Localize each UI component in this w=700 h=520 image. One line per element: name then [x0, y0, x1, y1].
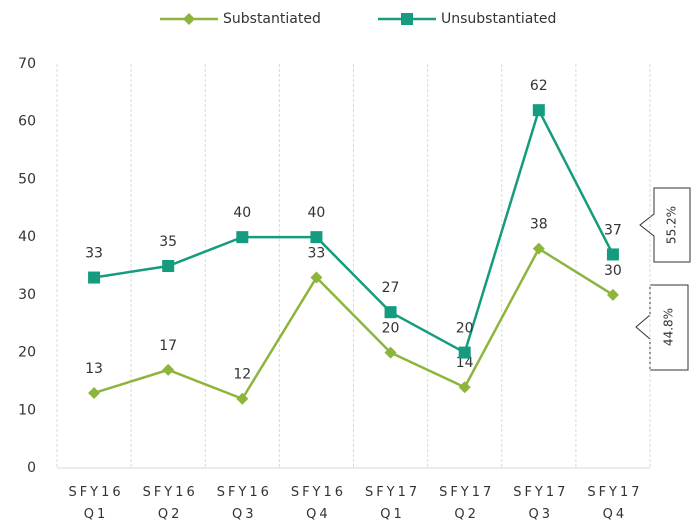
- marker: [162, 363, 175, 376]
- y-tick-label: 20: [18, 345, 36, 361]
- marker: [401, 13, 413, 25]
- marker: [310, 231, 323, 244]
- data-label: 40: [233, 205, 251, 221]
- marker: [88, 271, 101, 284]
- marker: [606, 288, 619, 301]
- y-tick-label: 10: [18, 402, 36, 418]
- marker: [532, 104, 545, 117]
- x-tick-label: SFY17 Q3: [513, 485, 569, 520]
- marker: [236, 231, 249, 244]
- legend-label: Unsubstantiated: [441, 11, 556, 27]
- data-label: 20: [456, 321, 474, 337]
- data-label: 33: [85, 246, 103, 262]
- marker: [606, 248, 619, 261]
- data-label: 13: [85, 361, 103, 377]
- callout-box: [639, 187, 691, 263]
- y-tick-label: 50: [18, 171, 36, 187]
- y-tick-label: 70: [18, 56, 36, 72]
- data-label: 20: [382, 321, 400, 337]
- data-label: 17: [159, 338, 177, 354]
- x-tick-label: SFY16 Q4: [290, 485, 347, 520]
- series-line: [93, 106, 615, 355]
- annotation: 44.8%: [662, 308, 676, 346]
- marker: [310, 271, 323, 284]
- marker: [162, 260, 175, 272]
- series-line: [93, 246, 614, 401]
- annotation: 55.2%: [665, 206, 679, 244]
- marker: [384, 346, 397, 359]
- marker: [88, 386, 101, 399]
- x-tick-label: SFY17 Q4: [587, 485, 643, 520]
- marker: [458, 381, 471, 394]
- data-label: 33: [308, 246, 326, 262]
- marker: [183, 13, 195, 25]
- data-label: 62: [530, 78, 548, 94]
- data-label: 27: [382, 280, 400, 296]
- marker: [532, 242, 545, 255]
- data-label: 40: [308, 205, 326, 221]
- data-label: 30: [604, 263, 622, 279]
- x-tick-label: SFY17 Q2: [439, 485, 495, 520]
- data-label: 38: [530, 217, 548, 233]
- y-tick-label: 30: [18, 287, 36, 303]
- marker: [384, 306, 397, 319]
- data-label: 35: [159, 234, 177, 250]
- x-tick-label: SFY16 Q1: [68, 485, 124, 520]
- x-tick-label: SFY17 Q1: [364, 485, 421, 520]
- data-label: 12: [233, 367, 251, 383]
- data-label: 37: [604, 222, 622, 238]
- x-tick-label: SFY16 Q3: [216, 485, 272, 520]
- y-tick-label: 40: [18, 229, 36, 245]
- data-label: 14: [456, 355, 474, 371]
- legend-label: Substantiated: [223, 11, 321, 27]
- marker: [458, 346, 471, 359]
- x-tick-label: SFY16 Q2: [142, 485, 198, 520]
- y-tick-label: 60: [18, 114, 36, 130]
- y-tick-label: 0: [27, 460, 36, 476]
- marker: [236, 392, 249, 405]
